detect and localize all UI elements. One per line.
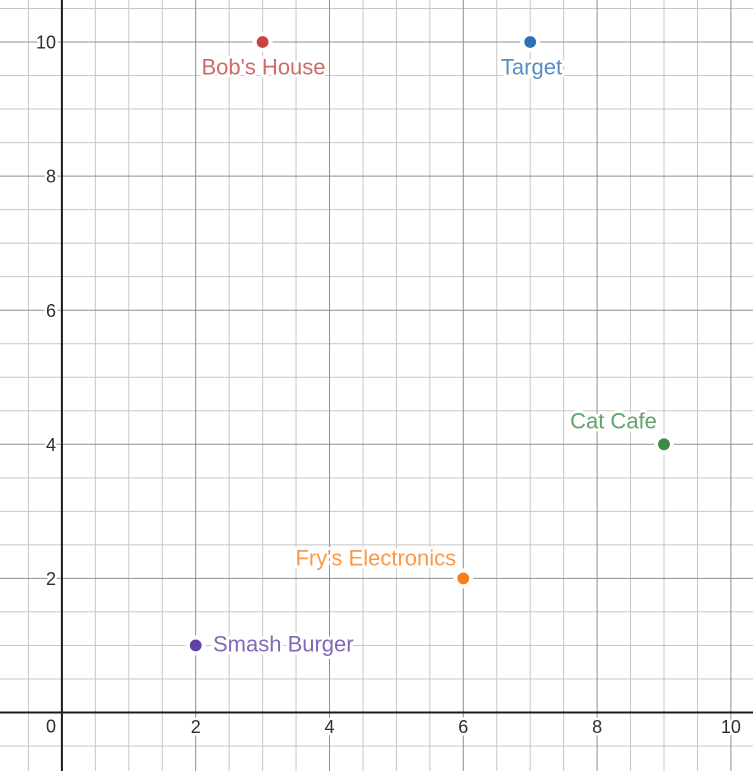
svg-text:Target: Target — [501, 55, 562, 80]
svg-text:4: 4 — [46, 435, 56, 455]
svg-text:6: 6 — [458, 717, 468, 737]
svg-text:6: 6 — [46, 301, 56, 321]
svg-text:8: 8 — [592, 717, 602, 737]
svg-text:10: 10 — [721, 717, 741, 737]
svg-text:2: 2 — [191, 717, 201, 737]
svg-text:0: 0 — [46, 717, 56, 737]
svg-text:Fry's Electronics: Fry's Electronics — [295, 546, 456, 571]
svg-text:Bob's House: Bob's House — [201, 55, 325, 80]
svg-text:10: 10 — [36, 33, 56, 53]
svg-text:2: 2 — [46, 569, 56, 589]
svg-text:4: 4 — [324, 717, 334, 737]
svg-text:Cat Cafe: Cat Cafe — [570, 409, 657, 434]
svg-text:8: 8 — [46, 167, 56, 187]
svg-text:Smash Burger: Smash Burger — [213, 632, 354, 657]
